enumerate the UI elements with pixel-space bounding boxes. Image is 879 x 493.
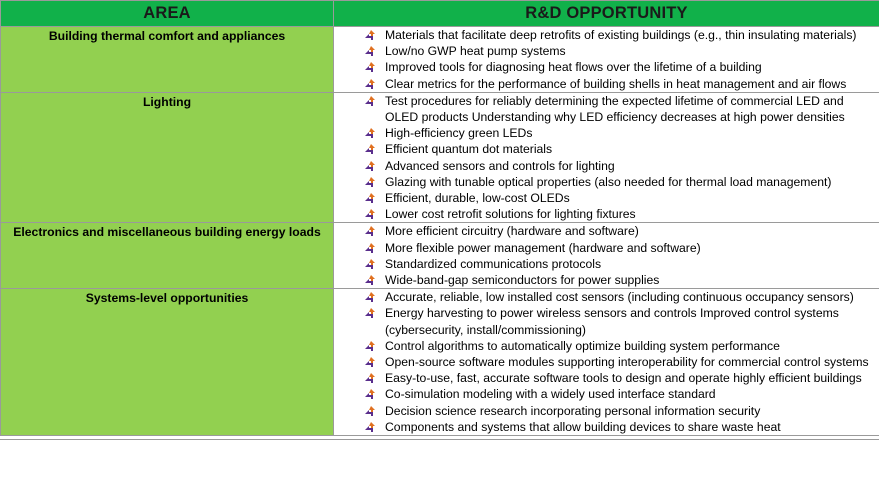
list-item-text: Efficient, durable, low-cost OLEDs (385, 191, 570, 206)
area-cell: Electronics and miscellaneous building e… (0, 222, 334, 290)
list-item: Low/no GWP heat pump systems (334, 43, 879, 59)
list-item: More efficient circuitry (hardware and s… (334, 223, 879, 239)
arrow-bullet-icon (365, 62, 375, 73)
list-item: Efficient quantum dot materials (334, 141, 879, 157)
list-item: Easy-to-use, fast, accurate software too… (334, 370, 879, 386)
list-item-text: Wide-band-gap semiconductors for power s… (385, 273, 660, 288)
table-body: Building thermal comfort and appliances M… (0, 26, 879, 437)
arrow-bullet-icon (365, 95, 375, 106)
area-cell: Building thermal comfort and appliances (0, 26, 334, 93)
arrow-bullet-icon (365, 193, 375, 204)
arrow-bullet-icon (365, 160, 375, 171)
arrow-bullet-icon (365, 209, 375, 220)
list-item: Improved tools for diagnosing heat flows… (334, 59, 879, 75)
opportunity-list: Materials that facilitate deep retrofits… (334, 27, 879, 92)
table-row: Electronics and miscellaneous building e… (0, 222, 879, 290)
bottom-divider (0, 439, 879, 441)
rd-opportunity-table: AREA R&D OPPORTUNITY Building thermal co… (0, 0, 879, 437)
table-row: Systems-level opportunities Accurate, rel… (0, 288, 879, 437)
list-item: Open-source software modules supporting … (334, 354, 879, 370)
arrow-bullet-icon (365, 144, 375, 155)
list-item: Decision science research incorporating … (334, 403, 879, 419)
list-item-text: Open-source software modules supporting … (385, 355, 869, 370)
list-item-text: More flexible power management (hardware… (385, 240, 701, 255)
opportunity-list: Accurate, reliable, low installed cost s… (334, 289, 879, 435)
list-item-text: Standardized communications protocols (385, 256, 602, 271)
list-item: Energy harvesting to power wireless sens… (334, 305, 879, 337)
area-cell: Systems-level opportunities (0, 288, 334, 437)
arrow-bullet-icon (365, 242, 375, 253)
arrow-bullet-icon (365, 340, 375, 351)
list-item-text: Efficient quantum dot materials (385, 142, 553, 157)
list-item: More flexible power management (hardware… (334, 240, 879, 256)
list-item-text: Co-simulation modeling with a widely use… (385, 387, 716, 402)
opportunity-list: More efficient circuitry (hardware and s… (334, 223, 879, 288)
list-item-text: Decision science research incorporating … (385, 403, 761, 418)
arrow-bullet-icon (365, 405, 375, 416)
list-item-text: Test procedures for reliably determining… (385, 93, 845, 125)
list-item: Control algorithms to automatically opti… (334, 338, 879, 354)
list-item-text: Easy-to-use, fast, accurate software too… (385, 371, 862, 386)
arrow-bullet-icon (365, 78, 375, 89)
list-item-text: High-efficiency green LEDs (385, 126, 533, 141)
arrow-bullet-icon (365, 128, 375, 139)
list-item: Components and systems that allow buildi… (334, 419, 879, 435)
arrow-bullet-icon (365, 226, 375, 237)
list-item-text: Materials that facilitate deep retrofits… (385, 28, 857, 42)
list-item: Accurate, reliable, low installed cost s… (334, 289, 879, 305)
list-item-text: Control algorithms to automatically opti… (385, 338, 780, 353)
opportunity-cell: Accurate, reliable, low installed cost s… (333, 288, 879, 437)
list-item-text: More efficient circuitry (hardware and s… (385, 224, 639, 239)
list-item: Wide-band-gap semiconductors for power s… (334, 272, 879, 288)
opportunity-list: Test procedures for reliably determining… (334, 93, 879, 223)
list-item: High-efficiency green LEDs (334, 125, 879, 141)
area-cell: Lighting (0, 91, 334, 224)
table-row: Building thermal comfort and appliances M… (0, 26, 879, 93)
list-item: Materials that facilitate deep retrofits… (334, 27, 879, 43)
area-column-header: AREA (0, 0, 334, 27)
list-item-text: Lower cost retrofit solutions for lighti… (385, 207, 636, 222)
list-item: Advanced sensors and controls for lighti… (334, 158, 879, 174)
table-row: Lighting Test procedures for reliably det… (0, 91, 879, 224)
list-item: Co-simulation modeling with a widely use… (334, 386, 879, 402)
arrow-bullet-icon (365, 30, 375, 40)
arrow-bullet-icon (365, 357, 375, 368)
header-row: AREA R&D OPPORTUNITY (0, 0, 879, 27)
list-item-text: Clear metrics for the performance of bui… (385, 76, 847, 91)
arrow-bullet-icon (365, 292, 375, 303)
arrow-bullet-icon (365, 275, 375, 286)
list-item-text: Improved tools for diagnosing heat flows… (385, 60, 762, 75)
list-item: Lower cost retrofit solutions for lighti… (334, 206, 879, 222)
list-item: Clear metrics for the performance of bui… (334, 76, 879, 92)
arrow-bullet-icon (365, 176, 375, 187)
arrow-bullet-icon (365, 421, 375, 432)
list-item: Test procedures for reliably determining… (334, 93, 879, 125)
list-item: Efficient, durable, low-cost OLEDs (334, 190, 879, 206)
opportunity-cell: Materials that facilitate deep retrofits… (333, 26, 879, 93)
list-item-text: Glazing with tunable optical properties … (385, 174, 832, 189)
list-item: Standardized communications protocols (334, 256, 879, 272)
opportunity-cell: More efficient circuitry (hardware and s… (333, 222, 879, 290)
list-item-text: Energy harvesting to power wireless sens… (385, 306, 839, 337)
arrow-bullet-icon (365, 258, 375, 269)
arrow-bullet-icon (365, 46, 375, 57)
arrow-bullet-icon (365, 373, 375, 384)
list-item-text: Low/no GWP heat pump systems (385, 44, 566, 59)
list-item-text: Accurate, reliable, low installed cost s… (385, 290, 854, 305)
list-item: Glazing with tunable optical properties … (334, 174, 879, 190)
opportunity-column-header: R&D OPPORTUNITY (333, 0, 879, 27)
opportunity-cell: Test procedures for reliably determining… (333, 91, 879, 224)
arrow-bullet-icon (365, 308, 375, 319)
list-item-text: Components and systems that allow buildi… (385, 419, 781, 434)
list-item-text: Advanced sensors and controls for lighti… (385, 158, 615, 173)
arrow-bullet-icon (365, 389, 375, 400)
